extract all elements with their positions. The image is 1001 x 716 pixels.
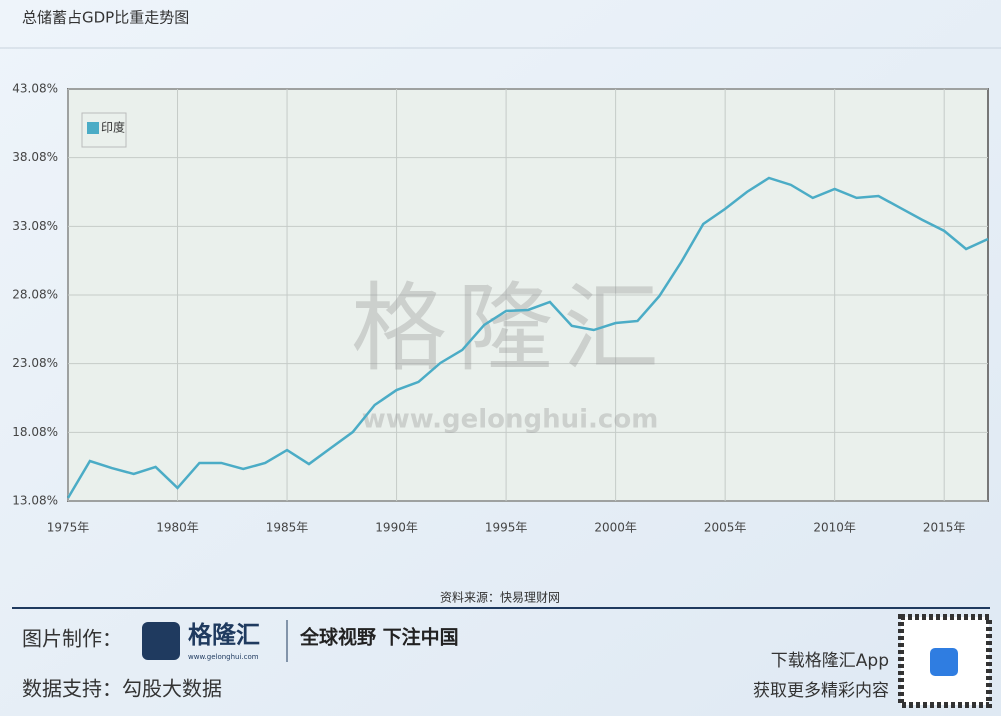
watermark-url: www.gelonghui.com (362, 405, 659, 435)
y-tick-label: 43.08% (12, 82, 58, 96)
logo-icon (142, 622, 180, 660)
x-tick-label: 2000年 (594, 521, 637, 535)
watermark: 格隆汇 (351, 272, 669, 384)
data-support: 数据支持：勾股大数据 (22, 677, 222, 701)
legend-label: 印度 (101, 120, 125, 135)
slogan: 全球视野 下注中国 (299, 626, 459, 649)
x-tick-label: 2010年 (813, 521, 856, 535)
y-tick-label: 38.08% (12, 150, 58, 164)
y-tick-label: 18.08% (12, 425, 58, 439)
x-tick-label: 1990年 (375, 521, 418, 535)
made-by-label: 图片制作： (22, 627, 122, 651)
y-tick-label: 13.08% (12, 494, 58, 508)
logo: 格隆汇 (188, 621, 260, 649)
x-tick-label: 2005年 (704, 521, 747, 535)
x-tick-label: 1980年 (156, 521, 199, 535)
x-tick-label: 1975年 (47, 521, 90, 535)
x-tick-label: 2015年 (923, 521, 966, 535)
y-tick-label: 28.08% (12, 288, 58, 302)
y-tick-label: 33.08% (12, 219, 58, 233)
y-tick-label: 23.08% (12, 356, 58, 370)
x-tick-label: 1995年 (485, 521, 528, 535)
line-series (66, 176, 989, 499)
qr-logo (930, 648, 958, 676)
more: 获取更多精彩内容 (753, 681, 889, 701)
download: 下载格隆汇App (771, 651, 889, 671)
chart-title: 总储蓄占GDP比重走势图 (22, 9, 189, 27)
x-tick-label: 1985年 (266, 521, 309, 535)
logo-url: www.gelonghui.com (188, 653, 259, 661)
legend-swatch (87, 122, 99, 134)
source: 资料来源：快易理财网 (440, 591, 560, 605)
